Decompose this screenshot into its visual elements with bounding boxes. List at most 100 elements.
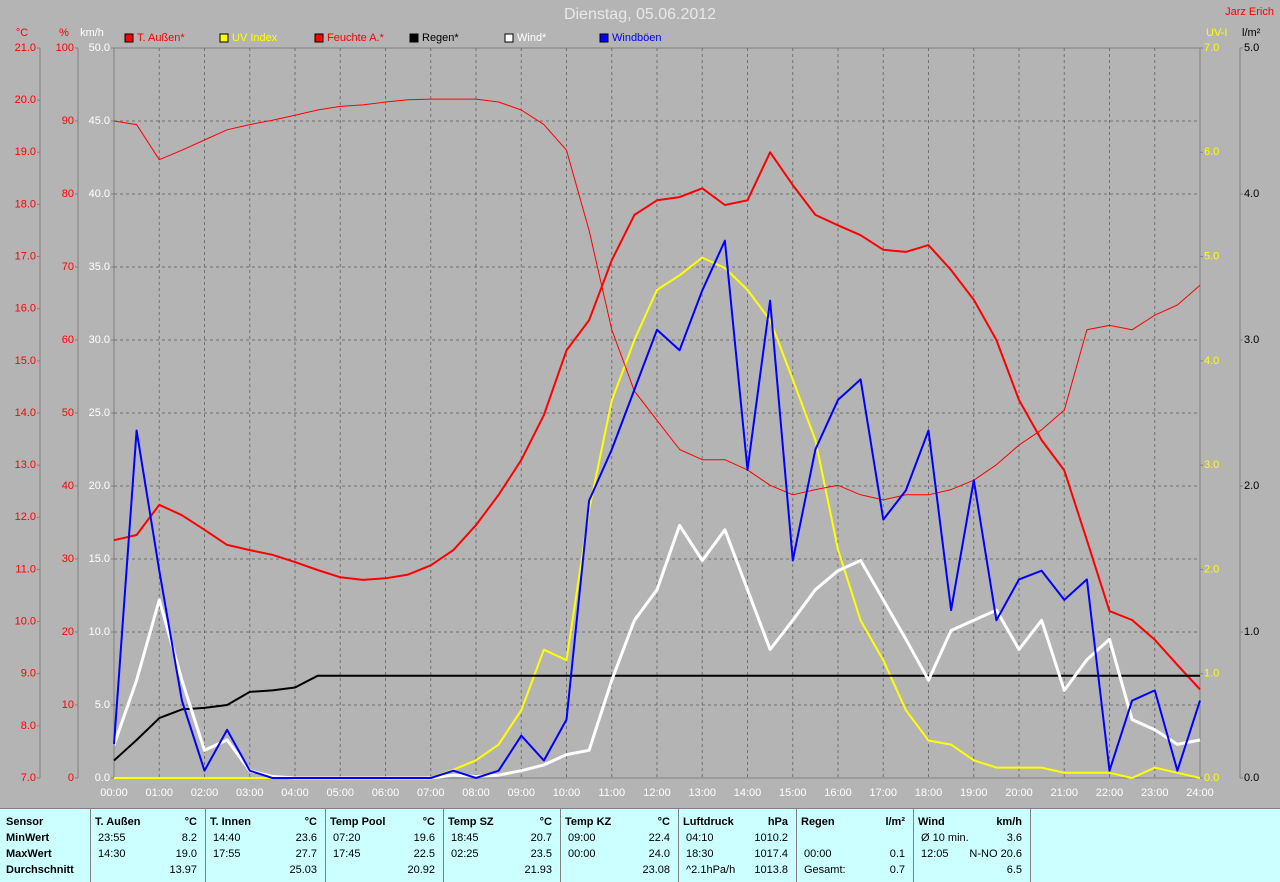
legend-label: Windböen <box>612 32 662 44</box>
table-cell: °C <box>184 816 197 828</box>
x-tick-label: 01:00 <box>145 787 173 799</box>
y-tick-label: 14.0 <box>15 407 36 419</box>
y-tick-label: 25.0 <box>89 407 110 419</box>
table-cell: Luftdruck <box>683 816 734 828</box>
table-cell: 3.6 <box>1006 832 1022 844</box>
table-cell: Sensor <box>6 816 44 828</box>
table-cell: 1013.8 <box>754 864 788 876</box>
y-tick-label: 16.0 <box>15 303 36 315</box>
table-cell: 6.5 <box>1006 864 1022 876</box>
y-tick-label: 0 <box>68 772 74 784</box>
x-tick-label: 03:00 <box>236 787 264 799</box>
table-cell: 02:25 <box>451 848 479 860</box>
table-cell: Regen <box>801 816 835 828</box>
x-tick-label: 11:00 <box>598 787 625 799</box>
series-line <box>113 151 1201 691</box>
table-cell: l/m² <box>885 816 905 828</box>
legend-swatch <box>124 33 134 43</box>
table-cell: 04:10 <box>686 832 714 844</box>
y-tick-label: 6.0 <box>1204 146 1219 158</box>
column-divider <box>325 809 326 882</box>
y-tick-label: 2.0 <box>1204 563 1219 575</box>
column-divider <box>678 809 679 882</box>
author: Jarz Erich <box>1225 6 1274 18</box>
y-tick-label: 50 <box>62 407 74 419</box>
table-cell: Gesamt: <box>804 864 846 876</box>
table-cell: 0.7 <box>889 864 905 876</box>
x-tick-label: 19:00 <box>960 787 988 799</box>
table-cell: 21.93 <box>524 864 552 876</box>
y-tick-label: 15.0 <box>89 553 110 565</box>
y-tick-label: 0.0 <box>1244 772 1259 784</box>
table-cell: Wind <box>918 816 945 828</box>
legend-label: Regen* <box>422 32 459 44</box>
y-tick-label: 10.0 <box>15 615 36 627</box>
y-tick-label: 10.0 <box>89 626 110 638</box>
y-tick-label: 0.0 <box>1204 772 1219 784</box>
series-line <box>113 674 1200 762</box>
y-tick-label: 7.0 <box>21 772 36 784</box>
x-tick-label: 17:00 <box>869 787 897 799</box>
x-tick-label: 02:00 <box>191 787 219 799</box>
column-divider <box>1030 809 1031 882</box>
x-tick-label: 20:00 <box>1005 787 1033 799</box>
table-cell: 27.7 <box>295 848 317 860</box>
table-cell: hPa <box>767 816 788 828</box>
x-tick-label: 18:00 <box>915 787 943 799</box>
table-cell: 09:00 <box>568 832 596 844</box>
legend-swatch <box>219 33 229 43</box>
table-cell: 1017.4 <box>754 848 788 860</box>
table-cell: 18:45 <box>451 832 479 844</box>
legend-swatch <box>409 33 419 43</box>
table-cell: T. Innen <box>210 816 251 828</box>
y-tick-label: 4.0 <box>1244 188 1259 200</box>
table-cell: 14:30 <box>98 848 126 860</box>
y-tick-label: 21.0 <box>15 42 36 54</box>
y-tick-label: 19.0 <box>15 146 36 158</box>
y-tick-label: 12.0 <box>15 511 36 523</box>
table-cell: 22.5 <box>413 848 435 860</box>
table-cell: 8.2 <box>181 832 197 844</box>
y-tick-label: 100 <box>56 42 74 54</box>
table-cell: Ø 10 min. <box>921 832 969 844</box>
x-tick-label: 10:00 <box>553 787 581 799</box>
y-tick-label: 5.0 <box>1244 42 1259 54</box>
table-cell: Durchschnitt <box>6 864 74 876</box>
table-cell: 25.03 <box>289 864 317 876</box>
table-cell: °C <box>422 816 435 828</box>
table-cell: 24.0 <box>648 848 670 860</box>
table-cell: 0.1 <box>889 848 905 860</box>
y-tick-label: 7.0 <box>1204 42 1219 54</box>
y-tick-label: 10 <box>62 699 74 711</box>
y-tick-label: 2.0 <box>1244 480 1259 492</box>
column-divider <box>443 809 444 882</box>
x-tick-label: 12:00 <box>643 787 671 799</box>
legend-label: T. Außen* <box>137 32 185 44</box>
y-tick-label: 30.0 <box>89 334 110 346</box>
x-tick-label: 08:00 <box>462 787 490 799</box>
stats-table: Sensor MinWert MaxWert Durchschnitt T. Außen… <box>0 808 1280 882</box>
table-cell: 23.6 <box>295 832 317 844</box>
x-tick-label: 24:00 <box>1186 787 1214 799</box>
axis-title: °C <box>16 27 28 39</box>
y-tick-label: 60 <box>62 334 74 346</box>
y-tick-label: 15.0 <box>15 355 36 367</box>
column-divider <box>796 809 797 882</box>
table-cell: N-NO 20.6 <box>969 848 1022 860</box>
y-tick-label: 20 <box>62 626 74 638</box>
axis-title: km/h <box>80 27 104 39</box>
y-tick-label: 20.0 <box>89 480 110 492</box>
x-tick-label: 14:00 <box>734 787 762 799</box>
series-line <box>113 98 1201 501</box>
y-tick-label: 5.0 <box>95 699 110 711</box>
x-tick-label: 00:00 <box>100 787 128 799</box>
y-tick-label: 45.0 <box>89 115 110 127</box>
table-cell: °C <box>657 816 670 828</box>
x-tick-label: 21:00 <box>1050 787 1078 799</box>
x-tick-label: 04:00 <box>281 787 309 799</box>
y-tick-label: 35.0 <box>89 261 110 273</box>
x-tick-label: 23:00 <box>1141 787 1169 799</box>
table-cell: 00:00 <box>568 848 596 860</box>
legend-swatch <box>504 33 514 43</box>
y-tick-label: 4.0 <box>1204 355 1219 367</box>
